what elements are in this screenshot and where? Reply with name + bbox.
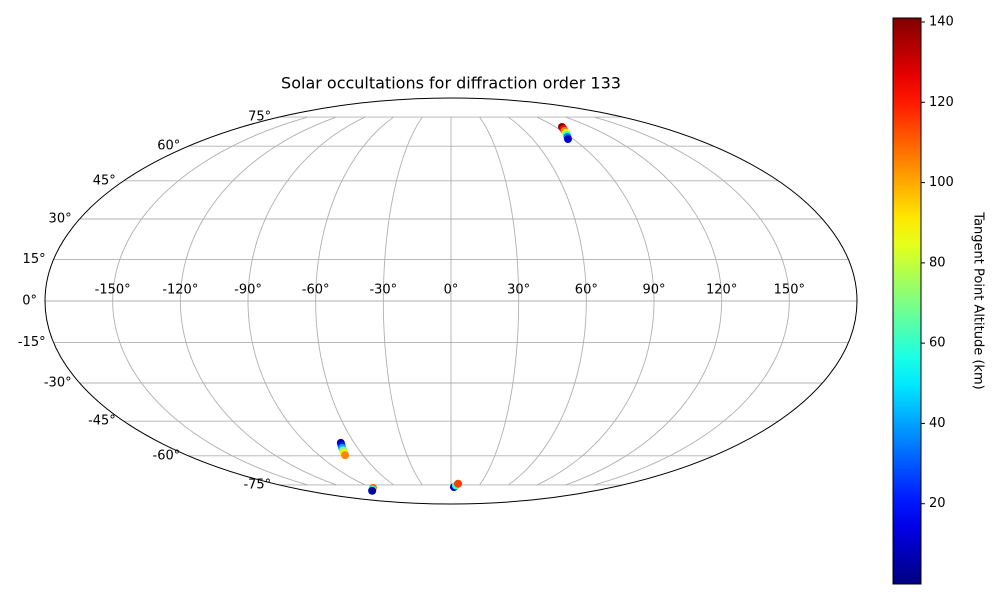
y-tick-label: 15° [23,252,46,267]
y-tick-label: -45° [88,414,116,429]
scatter-point [368,486,377,495]
y-tick-label: 60° [157,139,180,154]
y-tick-label: -30° [44,376,72,391]
colorbar-label: Tangent Point Altitude (km) [971,211,986,389]
y-tick-label: 75° [248,110,271,125]
y-tick-label: -60° [153,448,181,463]
grid-line [315,116,394,486]
y-tick-label: -15° [18,335,46,350]
y-tick-label: -75° [243,477,271,492]
scatter-point [563,135,572,144]
colorbar-tick-label: 100 [929,175,954,190]
x-tick-label: 0° [444,283,459,298]
grid-line [382,116,423,486]
colorbar-tick-label: 120 [929,95,954,110]
colorbar-tick-label: 40 [929,416,946,431]
grid-line [508,116,587,486]
grid-line [112,116,308,486]
map-boundary [44,97,858,505]
grid-line [247,116,366,486]
x-tick-label: 30° [507,283,530,298]
grid-line [594,116,790,486]
grid-line [479,116,520,486]
colorbar-tick-label: 20 [929,496,946,511]
x-tick-label: -150° [95,283,131,298]
x-tick-label: -60° [302,283,330,298]
x-tick-label: 150° [774,283,805,298]
x-tick-label: 90° [642,283,665,298]
x-tick-label: -30° [369,283,397,298]
scatter-point [454,479,463,488]
colorbar-tick-label: 80 [929,255,946,270]
grid-line [536,116,655,486]
x-tick-label: -120° [162,283,198,298]
colorbar-tick-label: 140 [929,15,954,30]
scatter-point [341,451,350,460]
y-tick-label: 0° [22,294,37,309]
grid-line [565,116,723,486]
x-tick-label: -90° [234,283,262,298]
chart-title: Solar occultations for diffraction order… [281,74,621,93]
y-tick-label: 45° [93,173,116,188]
colorbar [892,17,922,585]
y-tick-label: 30° [49,211,72,226]
grid-line [179,116,337,486]
x-tick-label: 120° [706,283,737,298]
colorbar-tick-label: 60 [929,336,946,351]
x-tick-label: 60° [575,283,598,298]
